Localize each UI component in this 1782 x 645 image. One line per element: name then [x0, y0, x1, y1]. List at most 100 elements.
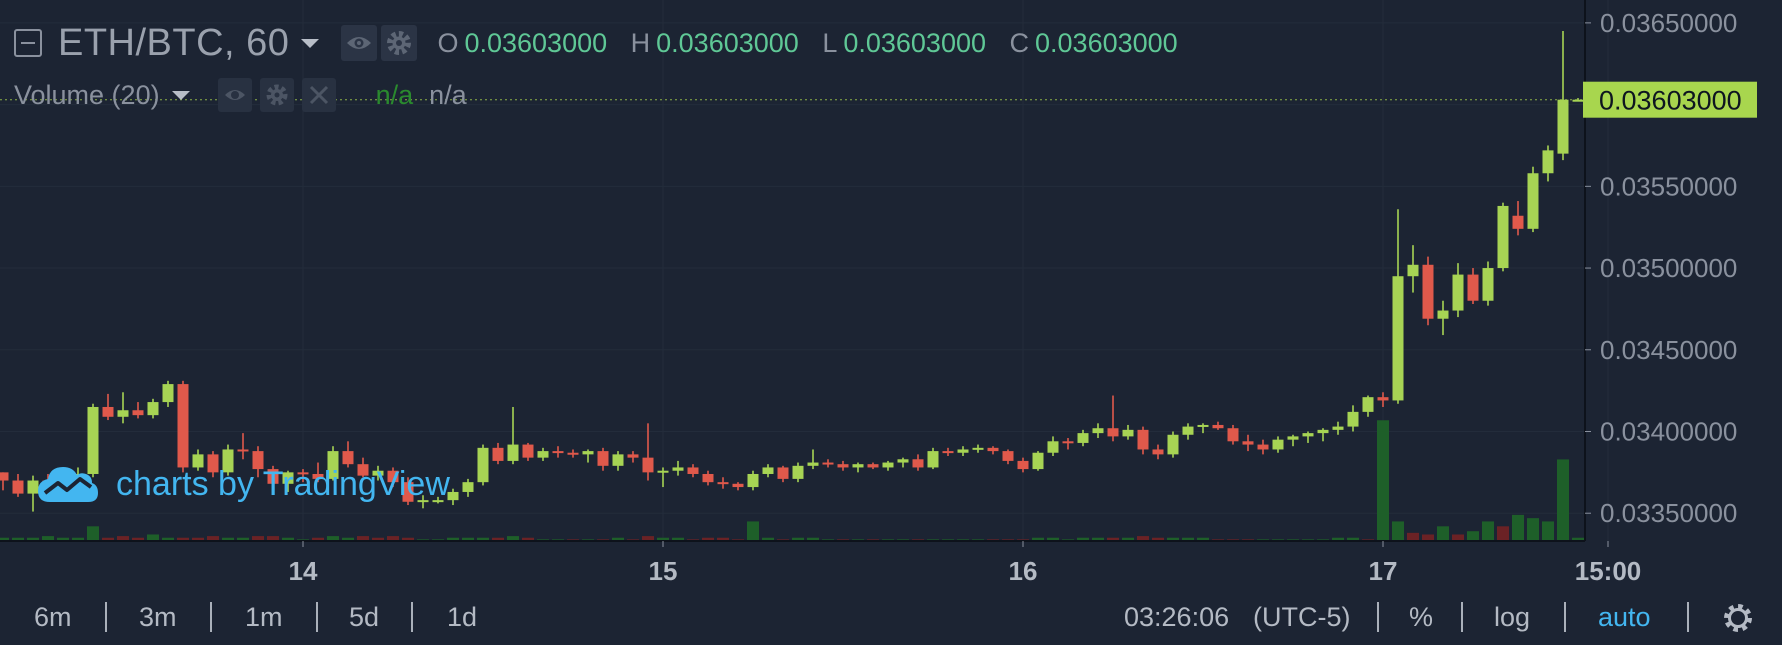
- candle-body[interactable]: [1152, 449, 1164, 455]
- timezone-label[interactable]: (UTC-5): [1253, 602, 1351, 632]
- candle-body[interactable]: [372, 470, 384, 476]
- candle-body[interactable]: [807, 462, 819, 466]
- tradingview-watermark[interactable]: charts by TradingView: [36, 462, 450, 506]
- candle-body[interactable]: [1032, 452, 1044, 470]
- candle-body[interactable]: [837, 464, 849, 468]
- candle-body[interactable]: [867, 464, 879, 468]
- candle-body[interactable]: [657, 470, 669, 473]
- candle-body[interactable]: [1197, 424, 1209, 427]
- candle-body[interactable]: [1527, 173, 1539, 229]
- candle-body[interactable]: [897, 459, 909, 463]
- candle-body[interactable]: [1092, 428, 1104, 434]
- candle-body[interactable]: [627, 454, 639, 458]
- candle-body[interactable]: [582, 451, 594, 455]
- eye-icon[interactable]: [217, 78, 252, 112]
- candle-body[interactable]: [267, 469, 279, 484]
- candle-body[interactable]: [882, 462, 894, 468]
- gear-icon[interactable]: [259, 78, 294, 112]
- candle-body[interactable]: [732, 483, 744, 488]
- candle-body[interactable]: [492, 447, 504, 461]
- candle-body[interactable]: [1302, 433, 1314, 437]
- candle-body[interactable]: [1437, 310, 1449, 319]
- candle-body[interactable]: [1332, 426, 1344, 430]
- candle-body[interactable]: [927, 451, 939, 468]
- candle-body[interactable]: [1272, 439, 1284, 450]
- candle-body[interactable]: [792, 465, 804, 479]
- candle-body[interactable]: [1452, 274, 1464, 311]
- candle-body[interactable]: [12, 480, 24, 494]
- candle-body[interactable]: [1167, 434, 1179, 455]
- candle-body[interactable]: [1287, 436, 1299, 440]
- candle-body[interactable]: [912, 459, 924, 468]
- candle-body[interactable]: [1212, 424, 1224, 429]
- candle-body[interactable]: [702, 473, 714, 483]
- candle-body[interactable]: [1317, 429, 1329, 434]
- candle-body[interactable]: [357, 464, 369, 476]
- eye-icon[interactable]: [341, 25, 378, 61]
- candle-body[interactable]: [642, 457, 654, 473]
- auto-scale-button[interactable]: auto: [1598, 602, 1651, 632]
- percent-scale-button[interactable]: %: [1409, 602, 1434, 632]
- volume-title[interactable]: Volume (20): [14, 79, 160, 110]
- range-1d-button[interactable]: 1d: [447, 602, 478, 632]
- candle-body[interactable]: [1407, 264, 1419, 277]
- candle-body[interactable]: [147, 402, 159, 416]
- candle-body[interactable]: [687, 467, 699, 474]
- candle-body[interactable]: [1242, 441, 1254, 445]
- range-6m-button[interactable]: 6m: [34, 602, 72, 632]
- candle-body[interactable]: [402, 482, 414, 502]
- settings-gear-icon[interactable]: [1722, 602, 1754, 634]
- collapse-legend-button[interactable]: [14, 29, 42, 57]
- candle-body[interactable]: [117, 410, 129, 417]
- candle-body[interactable]: [1062, 441, 1074, 444]
- candle-body[interactable]: [312, 473, 324, 479]
- candle-body[interactable]: [762, 467, 774, 474]
- candle-body[interactable]: [822, 462, 834, 465]
- candle-body[interactable]: [567, 452, 579, 455]
- candle-body[interactable]: [417, 500, 429, 503]
- candle-body[interactable]: [1392, 276, 1404, 401]
- range-3m-button[interactable]: 3m: [139, 602, 177, 632]
- candle-body[interactable]: [462, 482, 474, 492]
- range-1m-button[interactable]: 1m: [245, 602, 283, 632]
- candle-body[interactable]: [162, 384, 174, 403]
- candle-body[interactable]: [1257, 444, 1269, 450]
- candle-body[interactable]: [717, 482, 729, 485]
- candle-body[interactable]: [672, 467, 684, 471]
- candle-body[interactable]: [387, 470, 399, 483]
- candle-body[interactable]: [1137, 429, 1149, 450]
- candle-body[interactable]: [327, 451, 339, 479]
- candle-body[interactable]: [597, 451, 609, 466]
- candle-body[interactable]: [1107, 428, 1119, 437]
- candle-body[interactable]: [282, 472, 294, 484]
- candle-body[interactable]: [522, 444, 534, 458]
- candle-body[interactable]: [87, 406, 99, 474]
- candle-body[interactable]: [1512, 215, 1524, 229]
- candle-body[interactable]: [1347, 411, 1359, 427]
- candle-body[interactable]: [1557, 99, 1569, 154]
- candle-body[interactable]: [552, 451, 564, 454]
- candle-body[interactable]: [507, 444, 519, 461]
- candle-body[interactable]: [1572, 99, 1584, 102]
- candle-body[interactable]: [0, 472, 9, 481]
- candle-body[interactable]: [1077, 433, 1089, 443]
- candle-body[interactable]: [192, 454, 204, 468]
- candle-body[interactable]: [852, 464, 864, 468]
- candle-body[interactable]: [942, 451, 954, 454]
- candle-body[interactable]: [747, 473, 759, 488]
- range-5d-button[interactable]: 5d: [349, 602, 380, 632]
- candle-body[interactable]: [447, 491, 459, 501]
- candle-body[interactable]: [1017, 460, 1029, 470]
- candle-body[interactable]: [477, 447, 489, 483]
- candle-body[interactable]: [777, 467, 789, 479]
- candle-body[interactable]: [1047, 441, 1059, 453]
- candle-body[interactable]: [987, 447, 999, 452]
- candle-body[interactable]: [1362, 397, 1374, 412]
- candle-body[interactable]: [1227, 428, 1239, 442]
- candle-body[interactable]: [102, 406, 114, 417]
- candle-body[interactable]: [1497, 205, 1509, 269]
- log-scale-button[interactable]: log: [1494, 602, 1531, 632]
- close-icon[interactable]: [301, 78, 336, 112]
- candle-body[interactable]: [252, 451, 264, 470]
- candle-body[interactable]: [207, 454, 219, 473]
